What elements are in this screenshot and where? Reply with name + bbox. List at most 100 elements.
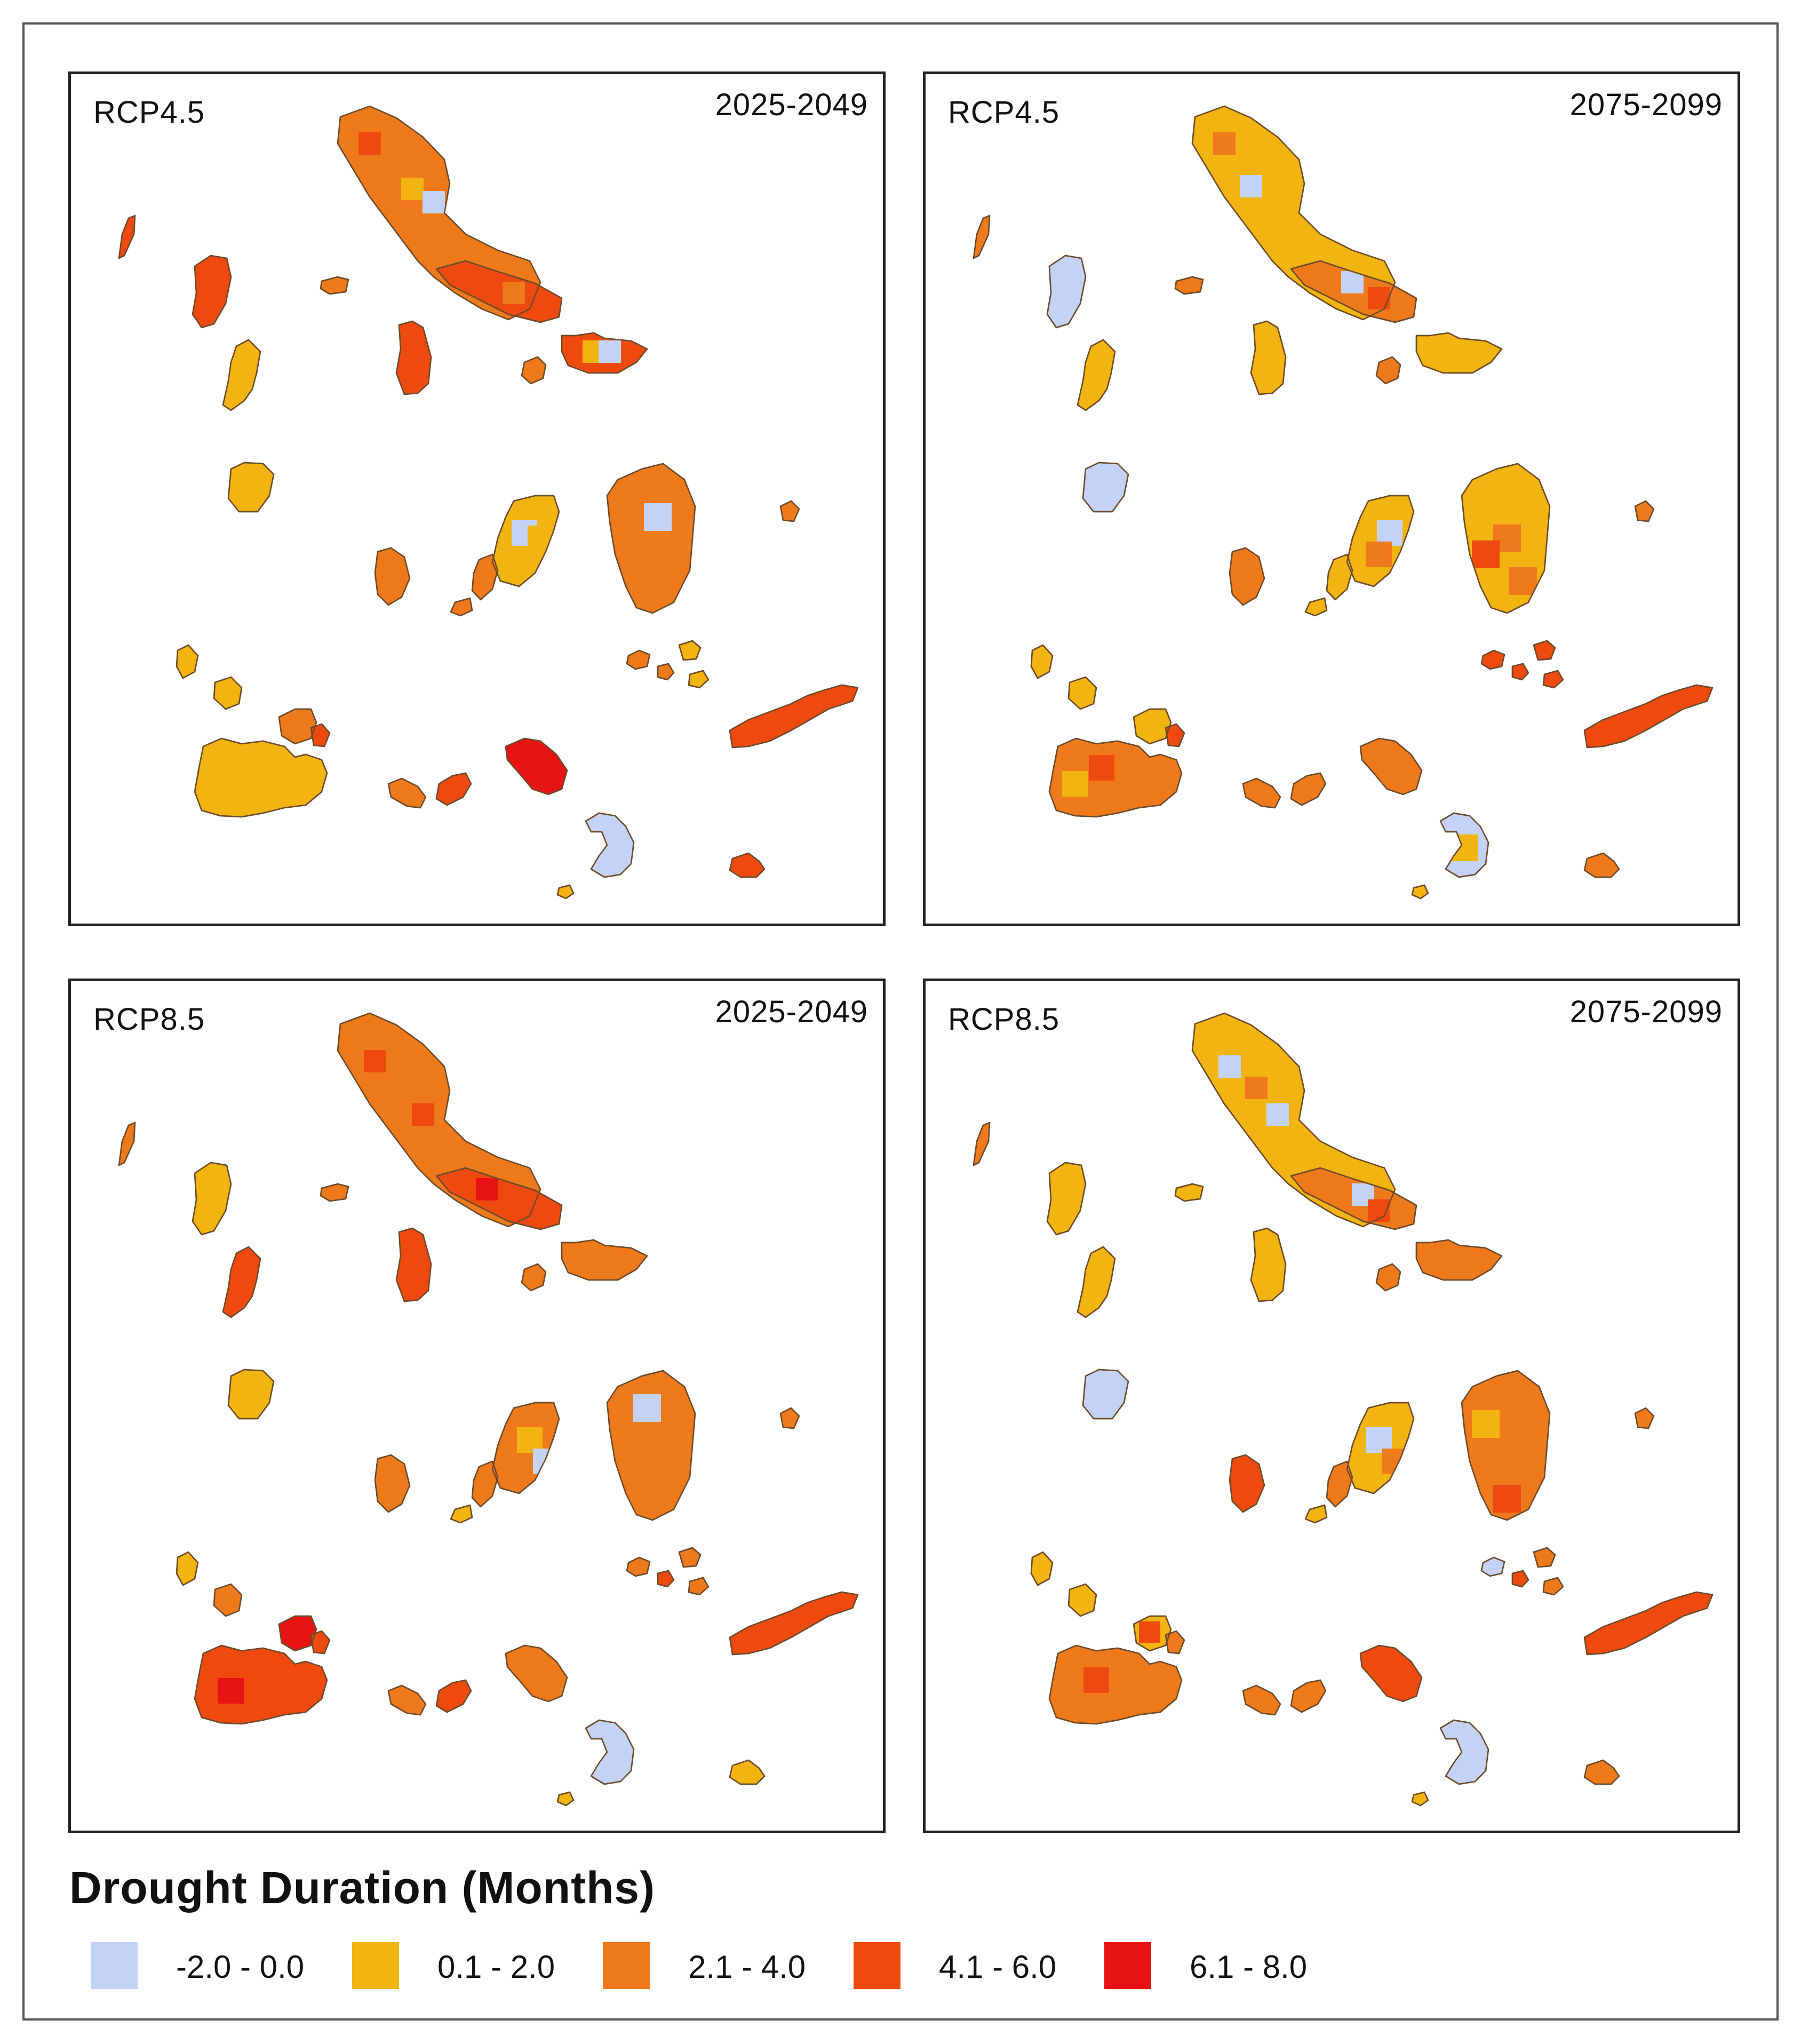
- island-outline: [192, 1162, 232, 1236]
- island-syros: [1250, 320, 1287, 395]
- island-outline: [688, 1577, 710, 1596]
- island-outline: [729, 1759, 766, 1785]
- island-antiparos: [1326, 1460, 1353, 1508]
- legend-label: -2.0 - 0.0: [176, 1949, 305, 1985]
- island-outline: [1290, 772, 1327, 806]
- island-sikinos: [435, 772, 472, 806]
- island-outline: [1191, 1012, 1396, 1228]
- island-sikinos: [1290, 772, 1327, 806]
- island-outline: [176, 644, 199, 679]
- island-outline: [395, 320, 432, 395]
- island-ios: [1359, 737, 1423, 796]
- island-milos: [1048, 1644, 1183, 1725]
- island-outline: [278, 1615, 317, 1652]
- grid-cell: [1266, 186, 1289, 208]
- island-outline: [1461, 1370, 1551, 1521]
- legend-title: Drought Duration (Months): [69, 1863, 656, 1913]
- island-antiparos: [471, 553, 499, 601]
- grid-cell: [639, 1474, 666, 1502]
- island-outline: [227, 462, 275, 513]
- grid-cell: [644, 540, 672, 568]
- legend-label: 6.1 - 8.0: [1190, 1949, 1308, 1985]
- island-outline: [729, 684, 859, 749]
- grid-cell: [1089, 755, 1114, 781]
- island-syros: [395, 320, 432, 395]
- island-outline: [521, 1263, 547, 1292]
- island-outline: [435, 260, 563, 323]
- island-outline: [1439, 812, 1489, 878]
- island-outline: [657, 1570, 675, 1588]
- scenario-label: RCP4.5: [948, 95, 1060, 130]
- island-outline: [1461, 463, 1551, 614]
- grid-cell: [1366, 542, 1392, 567]
- grid-cell: [476, 271, 498, 293]
- island-sikinos: [435, 1679, 472, 1713]
- island-outline: [521, 356, 547, 385]
- map-panel-rcp85-2025-2049: RCP8.5 2025-2049: [68, 979, 886, 1833]
- grid-cell: [1368, 287, 1390, 309]
- island-outline: [606, 1370, 696, 1521]
- island-sifnos: [1082, 1369, 1129, 1420]
- grid-cell: [503, 282, 525, 304]
- island-outline: [435, 1679, 472, 1713]
- island-outline: [471, 553, 499, 601]
- grid-cell: [1240, 175, 1262, 197]
- island-outline: [1359, 1644, 1423, 1703]
- island-outline: [1174, 1183, 1204, 1202]
- legend-swatch: [854, 1942, 900, 1989]
- grid-cell: [380, 154, 402, 176]
- grid-cell: [1218, 1055, 1241, 1078]
- island-outline: [387, 1684, 427, 1716]
- island-outline: [1046, 1162, 1087, 1236]
- island-outline: [337, 1012, 541, 1228]
- island-outline: [374, 547, 411, 606]
- island-outline: [1542, 670, 1564, 689]
- island-outline: [310, 1630, 331, 1655]
- island-outline: [1290, 1679, 1327, 1713]
- period-label: 2025-2049: [715, 88, 868, 122]
- island-outline: [222, 1246, 261, 1318]
- island-outline: [471, 1460, 499, 1508]
- island-outline: [678, 640, 702, 661]
- island-outline: [1634, 500, 1655, 522]
- island-outline: [1133, 708, 1172, 745]
- island-outline: [556, 1791, 575, 1807]
- grid-cell: [1493, 1485, 1521, 1513]
- island-outline: [387, 777, 427, 809]
- island-outline: [1480, 649, 1505, 670]
- scenario-label: RCP8.5: [948, 1002, 1060, 1037]
- island-folegandros: [387, 777, 427, 809]
- scenario-label: RCP8.5: [93, 1002, 205, 1037]
- grid-cell: [1062, 771, 1088, 797]
- island-amorgos: [729, 684, 859, 749]
- island-outline: [729, 1591, 859, 1656]
- island-outline: [1077, 339, 1116, 411]
- island-outline: [1326, 553, 1353, 601]
- island-outline: [450, 1504, 473, 1524]
- island-outline: [1304, 597, 1328, 617]
- scenario-label: RCP4.5: [93, 95, 205, 130]
- island-outline: [337, 105, 541, 321]
- island-outline: [1165, 1630, 1185, 1655]
- grid-cell: [1472, 540, 1500, 568]
- island-outline: [1229, 547, 1265, 606]
- island-outline: [1439, 1719, 1489, 1785]
- legend-swatch: [603, 1942, 650, 1989]
- island-outline: [450, 597, 473, 617]
- grid-cell: [649, 1437, 677, 1465]
- map-panel-rcp45-2075-2099: RCP4.5 2075-2099: [923, 71, 1740, 926]
- legend-label: 2.1 - 4.0: [688, 1949, 806, 1985]
- island-outline: [192, 254, 232, 329]
- island-outline: [561, 332, 648, 374]
- island-outline: [176, 1551, 199, 1586]
- island-sifnos: [227, 462, 275, 513]
- island-outline: [561, 1239, 648, 1281]
- grid-cell: [1509, 567, 1537, 595]
- island-outline: [585, 1719, 635, 1785]
- island-outline: [374, 1454, 411, 1513]
- island-outline: [320, 276, 349, 295]
- island-outline: [1048, 1644, 1183, 1725]
- grid-cell: [1456, 1741, 1483, 1768]
- map-panel-rcp45-2025-2049: RCP4.5 2025-2049: [68, 71, 886, 926]
- island-amorgos: [1583, 1591, 1714, 1656]
